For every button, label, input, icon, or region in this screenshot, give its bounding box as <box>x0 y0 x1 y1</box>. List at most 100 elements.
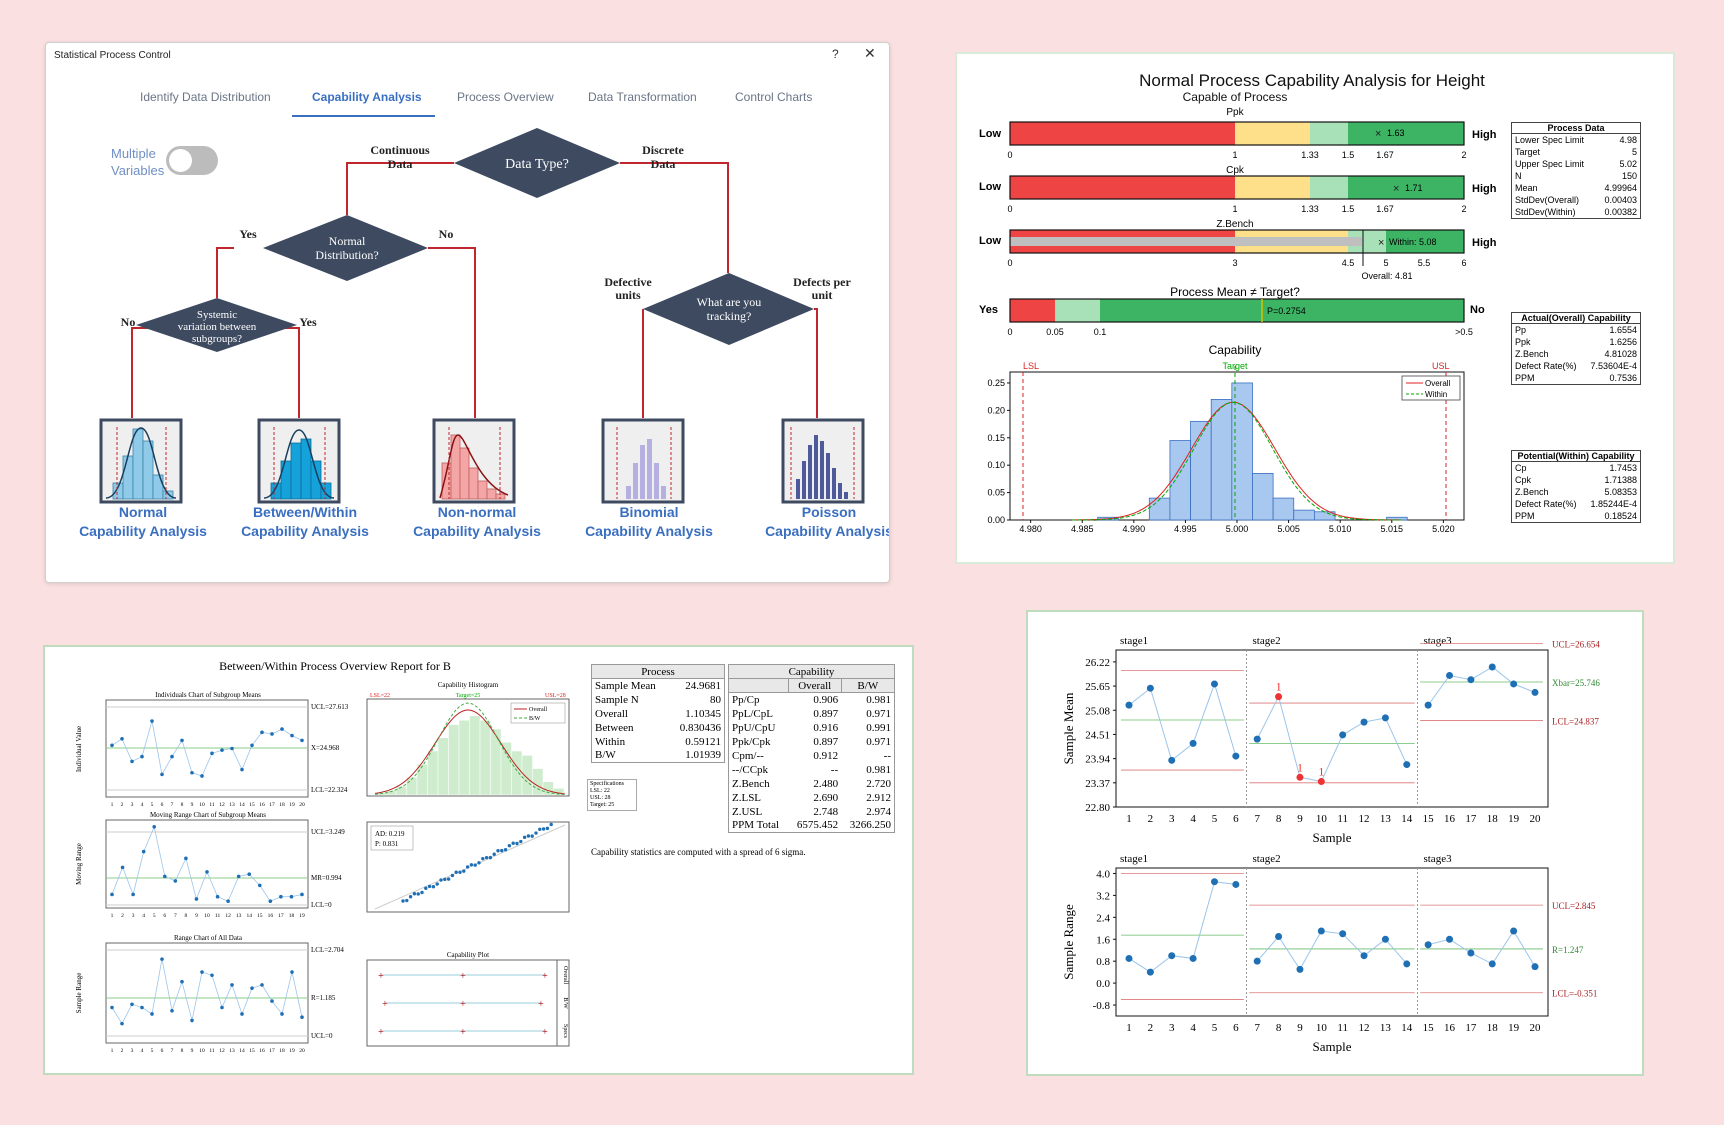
prob-plot-point <box>545 826 550 831</box>
x-tick-label: 5 <box>1212 813 1218 825</box>
prob-plot-point <box>450 873 455 878</box>
svg-text:2: 2 <box>1461 150 1466 160</box>
poisson-outcome-icon[interactable] <box>781 418 865 504</box>
svg-text:9: 9 <box>195 913 198 919</box>
data-point <box>1317 927 1325 935</box>
prob-plot-point <box>492 852 496 856</box>
x-tick-label: 15 <box>1423 1022 1435 1034</box>
prob-plot-point <box>439 878 443 882</box>
chart-point <box>140 754 144 759</box>
tab-capability-analysis[interactable]: Capability Analysis <box>312 90 422 104</box>
tab-data-transformation[interactable]: Data Transformation <box>588 90 697 104</box>
svg-text:11: 11 <box>215 913 221 919</box>
multiple-variables-toggle[interactable] <box>166 146 218 175</box>
between-within-outcome-icon[interactable] <box>257 418 341 504</box>
x-tick-label: 8 <box>1276 813 1282 825</box>
data-point <box>1275 933 1283 941</box>
potential-capability-row: Z.Bench 5.08353 <box>1515 487 1637 497</box>
systemic-text-1: Systemic <box>197 309 237 321</box>
between-within-report-panel: Between/Within Process Overview Report f… <box>43 645 914 1075</box>
data-point <box>1210 878 1218 886</box>
zbench-label: Z.Bench <box>1216 219 1253 230</box>
svg-text:X=24.968: X=24.968 <box>311 744 340 752</box>
tab-identify-data-distribution[interactable]: Identify Data Distribution <box>140 90 271 104</box>
x-tick-label: 18 <box>1487 813 1499 825</box>
data-point <box>1339 930 1347 938</box>
chart-point <box>200 970 204 974</box>
chart-point <box>250 743 254 748</box>
x-tick-label: 17 <box>1465 813 1477 825</box>
x-tick-label: 5.005 <box>1277 524 1300 534</box>
normal-outcome-icon[interactable] <box>99 418 183 504</box>
chart-point <box>130 759 134 764</box>
process-data-row: StdDev(Overall) 0.00403 <box>1515 195 1637 205</box>
binomial-outcome-icon[interactable] <box>601 418 685 504</box>
svg-text:UCL=0: UCL=0 <box>311 1032 333 1040</box>
prob-plot-point <box>401 899 405 903</box>
chart-point <box>220 748 224 752</box>
help-button[interactable]: ? <box>832 47 839 61</box>
xbar-r-chart-panel: stage1 stage2 stage3 1 1 1 22.80 23.37 23.94 24.5… <box>1026 610 1644 1076</box>
continuous-label-2: Data <box>388 157 413 171</box>
y-tick-label: 2.4 <box>1096 912 1110 924</box>
non-normal-outcome-icon[interactable] <box>432 418 516 504</box>
svg-text:Specs: Specs <box>562 1024 568 1039</box>
svg-text:18: 18 <box>289 913 295 919</box>
lsl-label: LSL <box>1023 361 1039 371</box>
chart-point <box>160 957 164 961</box>
bw-histogram-bar <box>532 768 544 796</box>
svg-text:0: 0 <box>1007 150 1012 160</box>
svg-text:8: 8 <box>181 1048 184 1054</box>
svg-text:15: 15 <box>249 1048 255 1054</box>
tracking-decision <box>643 273 814 345</box>
x-tick-label: 19 <box>1508 1022 1520 1034</box>
svg-text:14: 14 <box>239 802 245 808</box>
svg-text:UCL=27.613: UCL=27.613 <box>311 703 349 711</box>
tab-process-overview[interactable]: Process Overview <box>457 90 554 104</box>
prob-plot-point <box>427 884 432 889</box>
chart-point <box>194 897 199 901</box>
prob-plot-point <box>549 822 553 827</box>
chart-point <box>270 999 274 1003</box>
histogram-bar <box>1210 399 1233 521</box>
data-point <box>1467 676 1475 684</box>
prob-plot-point <box>408 895 413 899</box>
svg-text:>0.5: >0.5 <box>1455 327 1473 337</box>
prob-plot-point <box>416 892 420 896</box>
within-curve <box>1071 401 1403 521</box>
svg-text:11: 11 <box>209 802 215 808</box>
poisson-outcome-sub: Capability Analysis <box>765 523 890 539</box>
potential-capability-table: Potential(Within) Capability Cp 1.7453 Cpk 1… <box>1511 450 1641 523</box>
svg-text:19: 19 <box>289 802 295 808</box>
capability-table-row: PpU/CpU 0.916 0.991 <box>732 721 891 734</box>
between-within-outcome-sub: Capability Analysis <box>241 523 369 539</box>
stage-label: stage1 <box>1120 853 1148 865</box>
binomial-outcome-label: Binomial <box>619 504 678 520</box>
process-table: Process Sample Mean 24.9681 Sample N 80 Overa… <box>591 664 725 763</box>
prob-plot-point <box>424 886 428 890</box>
chart-point <box>240 767 244 772</box>
bw-histogram-bar <box>490 728 502 796</box>
prob-plot-point <box>473 863 477 867</box>
prob-plot-point <box>412 892 417 896</box>
tab-control-charts[interactable]: Control Charts <box>735 90 813 104</box>
bw-prob-plot-frame <box>366 821 570 913</box>
chart-point <box>173 879 178 883</box>
chart-point <box>260 730 264 735</box>
close-button[interactable]: ✕ <box>864 45 876 61</box>
svg-text:LCL=22.324: LCL=22.324 <box>311 786 348 794</box>
chart-point <box>120 865 125 870</box>
data-point <box>1510 927 1518 935</box>
data-point <box>1403 761 1411 769</box>
chart-point <box>220 1005 224 1010</box>
svg-text:13: 13 <box>229 802 235 808</box>
svg-text:Low: Low <box>979 235 1001 247</box>
data-point <box>1210 680 1218 688</box>
chart-point <box>180 738 184 743</box>
prob-plot-point <box>511 841 515 845</box>
ppk-ticks: 0 1 1.33 1.5 1.67 2 <box>1007 150 1466 160</box>
bw-hist-frame <box>366 698 570 797</box>
defects-label-2: unit <box>812 288 833 302</box>
prob-plot-point <box>484 855 489 860</box>
chart-point <box>250 986 254 990</box>
